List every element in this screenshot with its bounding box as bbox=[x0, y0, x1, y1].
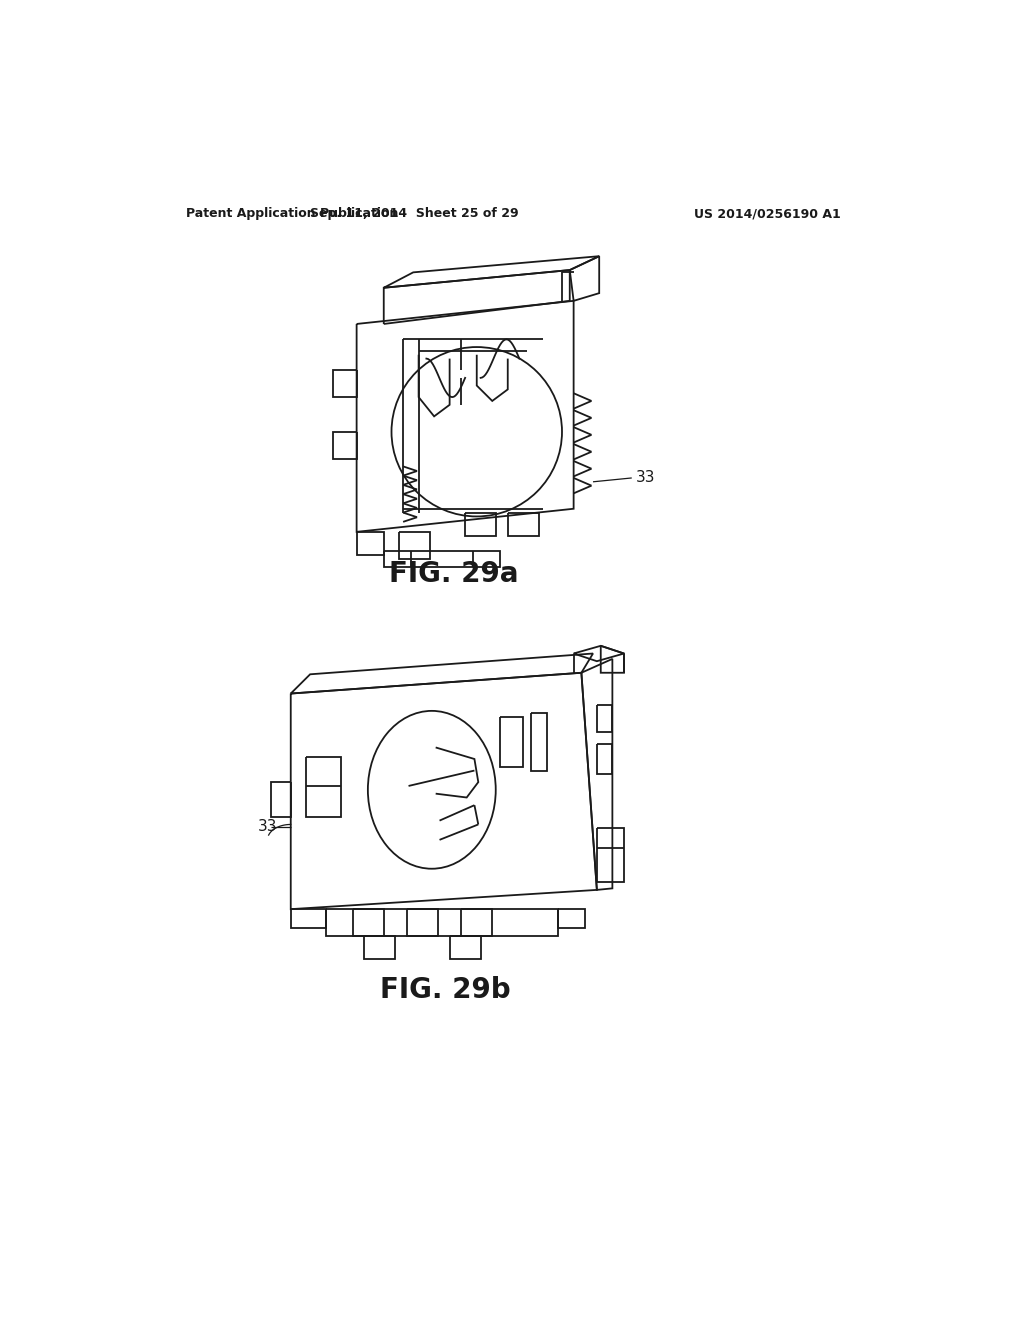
Text: Patent Application Publication: Patent Application Publication bbox=[186, 207, 398, 220]
Text: FIG. 29b: FIG. 29b bbox=[381, 975, 511, 1005]
Text: FIG. 29a: FIG. 29a bbox=[389, 560, 518, 589]
Text: Sep. 11, 2014  Sheet 25 of 29: Sep. 11, 2014 Sheet 25 of 29 bbox=[310, 207, 519, 220]
Text: 33: 33 bbox=[636, 470, 655, 486]
Text: US 2014/0256190 A1: US 2014/0256190 A1 bbox=[693, 207, 841, 220]
Text: 33: 33 bbox=[258, 820, 278, 834]
